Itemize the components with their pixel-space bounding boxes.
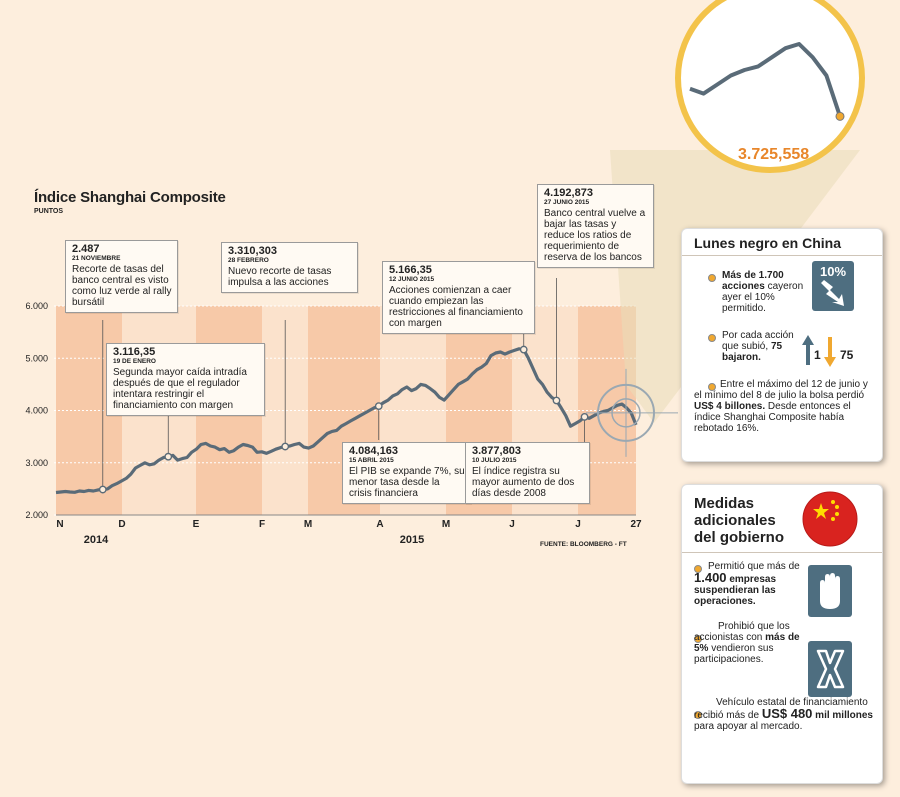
series-line — [55, 347, 638, 495]
callout-feb: 3.310,303 28 FEBRERO Nuevo recorte de ta… — [221, 242, 358, 293]
x-tick-label: J — [575, 519, 581, 530]
y-axis: 2.000 3.000 4.000 5.000 6.000 — [25, 301, 48, 520]
falling-arrow-icon: 10% — [812, 261, 854, 311]
callout-value: 4.084,163 — [349, 445, 398, 457]
annotation-point — [281, 442, 290, 451]
zoom-value: 3.725,558 — [738, 146, 810, 163]
callout-date: 19 DE ENERO — [113, 358, 156, 365]
chart-title: Índice Shanghai Composite — [34, 189, 226, 206]
callout-date: 15 ABRIL 2015 — [349, 457, 394, 464]
x-axis: N D E F M A M J J 27 2014 2015 — [56, 514, 642, 546]
hand-icon — [820, 573, 840, 609]
magnified-line — [689, 42, 842, 118]
callout-text: Nuevo recorte de tasas impulsa a las acc… — [228, 266, 332, 288]
source-note: FUENTE: BLOOMBERG - FT — [540, 541, 627, 548]
y-tick-label: 5.000 — [25, 353, 48, 363]
up-down-arrows-icon — [802, 335, 836, 367]
panel-lunes-negro: Lunes negro en China Más de 1.700 accion… — [681, 228, 883, 462]
annotation-point — [519, 345, 528, 354]
annotation-point — [552, 396, 561, 405]
annotation-points — [98, 345, 589, 494]
annotation-point — [580, 413, 589, 421]
year-label: 2015 — [400, 534, 424, 546]
panel-title: Medidas adicionales del gobierno — [694, 495, 784, 546]
panel-medidas: Medidas adicionales del gobierno Permiti… — [681, 484, 883, 784]
divider — [682, 552, 882, 553]
panel-title: Lunes negro en China — [694, 235, 842, 251]
callout-jun27: 4.192,873 27 JUNIO 2015 Banco central vu… — [537, 184, 654, 268]
x-tick-label: N — [56, 519, 63, 530]
callout-value: 3.310,303 — [228, 245, 277, 257]
callout-value: 3.116,35 — [113, 346, 156, 358]
annotation-point — [98, 485, 107, 494]
callout-jan: 3.116,35 19 DE ENERO Segunda mayor caída… — [106, 343, 265, 416]
callout-text: El PIB se expande 7%, su menor tasa desd… — [349, 466, 465, 499]
callout-value: 2.487 — [72, 243, 100, 255]
y-tick-label: 3.000 — [25, 458, 48, 468]
x-tick-label: J — [509, 519, 515, 530]
y-tick-label: 4.000 — [25, 406, 48, 416]
x-tick-label: E — [193, 519, 200, 530]
callout-jun12: 5.166,35 12 JUNIO 2015 Acciones comienza… — [382, 261, 535, 334]
bullet-icon — [708, 334, 716, 342]
bullet-icon — [708, 383, 716, 391]
hand-stop-icon — [808, 565, 852, 617]
percent-label: 10% — [819, 264, 847, 279]
panel1-item1: Más de 1.700 acciones cayeron ayer el 10… — [722, 270, 804, 314]
callout-text: Acciones comienzan a caer cuando empieza… — [389, 285, 523, 329]
china-flag-icon — [802, 491, 858, 547]
panel2-item2: Prohibió que los accionistas con más de … — [694, 621, 800, 665]
annotation-point — [164, 452, 173, 461]
callout-date: 12 JUNIO 2015 — [389, 276, 435, 283]
magnifier-circle — [675, 0, 865, 173]
callout-jul10: 3.877,803 10 JULIO 2015 El índice regist… — [465, 442, 590, 504]
year-label: 2014 — [84, 534, 109, 546]
callout-text: El índice registra su mayor aumento de d… — [472, 466, 575, 499]
y-tick-label: 6.000 — [25, 301, 48, 311]
x-mark-icon — [808, 641, 852, 697]
panel1-item3: Entre el máximo del 12 de junio y el mín… — [694, 379, 868, 434]
y-tick-label: 2.000 — [25, 510, 48, 520]
annotation-point — [374, 402, 383, 411]
callout-apr: 4.084,163 15 ABRIL 2015 El PIB se expand… — [342, 442, 471, 504]
x-tick-label: 27 — [630, 519, 642, 530]
chart-subtitle: PUNTOS — [34, 208, 64, 215]
x-tick-label: M — [442, 519, 450, 530]
callout-text: Banco central vuelve a bajar las tasas y… — [544, 208, 646, 263]
down-arrow-icon — [821, 280, 844, 306]
bullet-icon — [694, 635, 702, 643]
magnified-endpoint — [835, 111, 845, 121]
callout-value: 5.166,35 — [389, 264, 432, 276]
bullet-icon — [694, 565, 702, 573]
cross-icon — [816, 649, 845, 689]
callout-date: 21 NOVIEMBRE — [72, 255, 121, 262]
panel2-item3: Vehículo estatal de financiamiento recib… — [694, 697, 873, 732]
callout-text: Recorte de tasas del banco central es vi… — [72, 264, 172, 308]
panel2-item1: Permitió que más de 1.400 empresas suspe… — [694, 561, 800, 607]
x-tick-label: A — [376, 519, 383, 530]
panel1-item2: Por cada acción que subió, 75 bajaron. — [722, 330, 794, 363]
callout-value: 3.877,803 — [472, 445, 521, 457]
callout-date: 27 JUNIO 2015 — [544, 199, 590, 206]
callout-leaders — [102, 278, 585, 490]
x-tick-label: M — [304, 519, 312, 530]
callout-date: 28 FEBRERO — [228, 257, 269, 264]
bullet-icon — [694, 711, 702, 719]
bullet-icon — [708, 274, 716, 282]
callout-text: Segunda mayor caída intradía después de … — [113, 367, 247, 411]
x-tick-label: F — [259, 519, 265, 530]
up-count: 1 — [814, 348, 821, 362]
down-count: 75 — [840, 348, 854, 362]
callout-nov: 2.487 21 NOVIEMBRE Recorte de tasas del … — [65, 240, 178, 313]
callout-value: 4.192,873 — [544, 187, 593, 199]
divider — [682, 255, 882, 256]
x-tick-label: D — [118, 519, 125, 530]
callout-date: 10 JULIO 2015 — [472, 457, 517, 464]
